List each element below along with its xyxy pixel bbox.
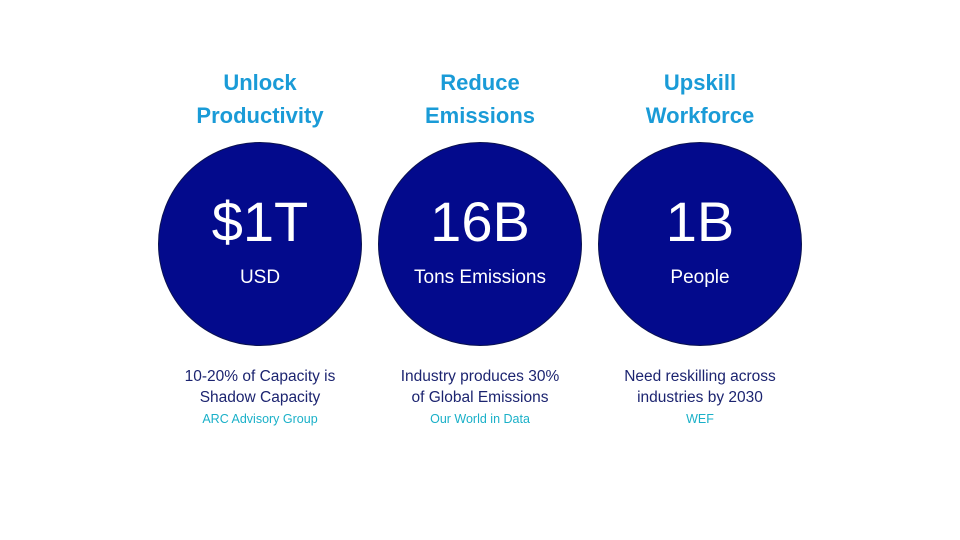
column-title: Unlock Productivity	[196, 70, 324, 128]
stat-description: Need reskilling across industries by 203…	[624, 368, 776, 406]
stat-value: $1T	[211, 190, 309, 253]
stat-circle	[598, 142, 802, 346]
stat-circle	[378, 142, 582, 346]
column-title: Upskill Workforce	[645, 70, 755, 128]
stat-source: WEF	[686, 412, 714, 426]
stat-value: 16B	[430, 190, 530, 253]
stat-source: Our World in Data	[430, 412, 530, 426]
stat-column-emissions: Reduce Emissions 16B Tons Emissions Indu…	[360, 0, 600, 540]
stat-source: ARC Advisory Group	[202, 412, 318, 426]
stat-unit: People	[670, 267, 730, 288]
column-title: Reduce Emissions	[424, 70, 536, 128]
stat-column-productivity: Unlock Productivity $1T USD 10-20% of Ca…	[140, 0, 380, 540]
stat-value: 1B	[665, 190, 735, 253]
stat-unit: Tons Emissions	[414, 267, 546, 288]
stat-description: 10-20% of Capacity is Shadow Capacity	[184, 368, 336, 406]
stat-unit: USD	[239, 267, 281, 288]
stat-column-workforce: Upskill Workforce 1B People Need reskill…	[580, 0, 820, 540]
stat-circle	[158, 142, 362, 346]
stat-description: Industry produces 30% of Global Emission…	[400, 368, 560, 406]
